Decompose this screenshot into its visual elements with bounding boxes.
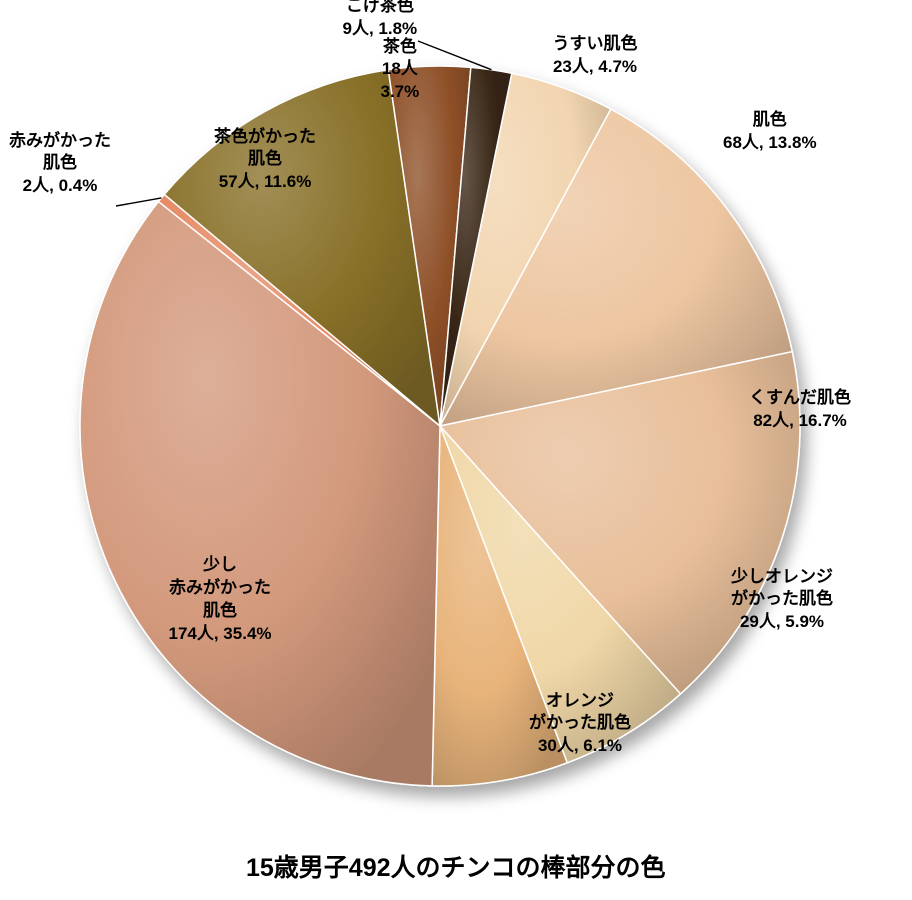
leader-line	[418, 41, 491, 70]
slice-label: うすい肌色23人, 4.7%	[553, 33, 638, 79]
slice-label: 少しオレンジがかった肌色29人, 5.9%	[731, 566, 833, 635]
slice-label: こげ茶色9人, 1.8%	[343, 0, 418, 41]
chart-title: 15歳男子492人のチンコの棒部分の色	[246, 848, 666, 884]
slice-label: オレンジがかった肌色30人, 6.1%	[529, 690, 631, 759]
slice-label: 赤みがかった肌色2人, 0.4%	[9, 130, 111, 199]
leader-line	[116, 198, 161, 206]
slice-label: 少し赤みがかった肌色174人, 35.4%	[169, 554, 272, 646]
slice-label: 肌色68人, 13.8%	[723, 109, 817, 155]
pie-chart-container: うすい肌色23人, 4.7% 肌色68人, 13.8% くすんだ肌色82人, 16.…	[0, 0, 912, 900]
slice-label: くすんだ肌色82人, 16.7%	[749, 387, 851, 433]
slice-label: 茶色がかった肌色57人, 11.6%	[214, 126, 316, 195]
slice-label: 茶色18人3.7%	[381, 36, 420, 105]
